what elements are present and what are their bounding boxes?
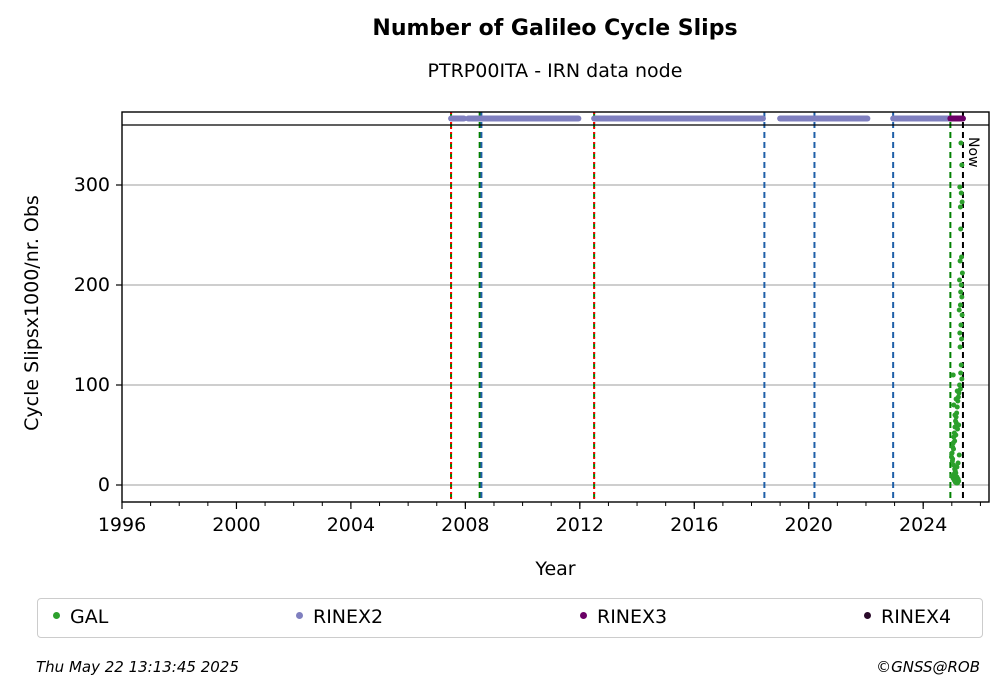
data-point-gal: [959, 254, 965, 260]
data-point-gal: [958, 322, 964, 328]
data-point-gal: [956, 452, 962, 458]
data-point-gal: [957, 382, 963, 388]
legend-label-rinex2: RINEX2: [313, 606, 384, 628]
y-tick-label: 100: [74, 374, 110, 396]
data-point-gal: [957, 184, 963, 190]
legend-label-gal: GAL: [70, 606, 109, 628]
data-point-gal: [958, 226, 964, 232]
data-point-gal: [955, 460, 961, 466]
data-point-gal: [951, 446, 957, 452]
data-point-gal: [954, 464, 960, 470]
legend-item-rinex4: RINEX4: [864, 606, 951, 628]
x-tick-label: 2016: [670, 514, 718, 536]
data-point-gal: [958, 190, 964, 196]
data-point-gal: [959, 312, 965, 318]
legend-marker-rinex3: [580, 612, 587, 619]
x-tick-label: 2008: [441, 514, 489, 536]
data-point-gal: [955, 426, 961, 432]
legend-label-rinex4: RINEX4: [881, 606, 952, 628]
y-axis-label: Cycle Slipsx1000/nr. Obs: [21, 195, 43, 431]
data-point-gal: [956, 422, 962, 428]
x-tick-label: 2012: [556, 514, 604, 536]
footer-copyright: ©GNSS@ROB: [876, 658, 980, 676]
data-point-gal: [953, 432, 959, 438]
data-point-gal: [952, 412, 958, 418]
data-point-gal: [959, 336, 965, 342]
legend-item-gal: GAL: [53, 606, 108, 628]
y-tick-label: 0: [98, 474, 110, 496]
data-point-gal: [957, 330, 963, 336]
data-point-gal: [950, 456, 956, 462]
data-point-gal: [953, 396, 959, 402]
data-point-gal: [958, 370, 964, 376]
legend-marker-rinex4: [864, 612, 871, 619]
chart-subtitle: PTRP00ITA - IRN data node: [427, 60, 683, 82]
data-point-gal: [958, 140, 964, 146]
data-point-gal: [959, 162, 965, 168]
y-tick-label: 200: [74, 274, 110, 296]
legend-item-rinex2: RINEX2: [296, 606, 383, 628]
data-point-gal: [952, 438, 958, 444]
x-tick-label: 1996: [98, 514, 146, 536]
legend-label-rinex3: RINEX3: [597, 606, 668, 628]
data-point-gal: [957, 258, 963, 264]
legend-marker-gal: [53, 612, 60, 619]
y-tick-label: 300: [74, 174, 110, 196]
data-point-gal: [957, 204, 963, 210]
now-label: Now: [965, 137, 981, 168]
data-point-gal: [958, 362, 964, 368]
data-point-gal: [959, 376, 965, 382]
data-point-gal: [957, 344, 963, 350]
footer-timestamp: Thu May 22 13:13:45 2025: [36, 658, 239, 676]
chart-title: Number of Galileo Cycle Slips: [372, 16, 738, 41]
data-point-gal: [959, 199, 965, 205]
x-tick-label: 2024: [899, 514, 947, 536]
data-point-gal: [958, 282, 964, 288]
data-point-gal: [958, 289, 964, 295]
x-tick-label: 2000: [212, 514, 260, 536]
data-point-gal: [959, 294, 965, 300]
data-point-gal: [949, 450, 955, 456]
data-point-gal: [957, 277, 963, 283]
data-point-gal: [957, 302, 963, 308]
data-point-gal: [954, 388, 960, 394]
x-axis-label: Year: [534, 558, 575, 580]
data-point-gal: [950, 372, 956, 378]
data-point-gal: [959, 270, 965, 276]
plot-frame: [121, 111, 990, 503]
legend-item-rinex3: RINEX3: [580, 606, 667, 628]
data-point-gal: [951, 402, 957, 408]
data-point-gal: [956, 307, 962, 313]
legend: GAL RINEX2 RINEX3 RINEX4: [37, 598, 983, 638]
x-tick-label: 2020: [785, 514, 833, 536]
data-point-gal: [951, 471, 957, 477]
legend-marker-rinex2: [296, 612, 303, 619]
x-tick-label: 2004: [327, 514, 375, 536]
